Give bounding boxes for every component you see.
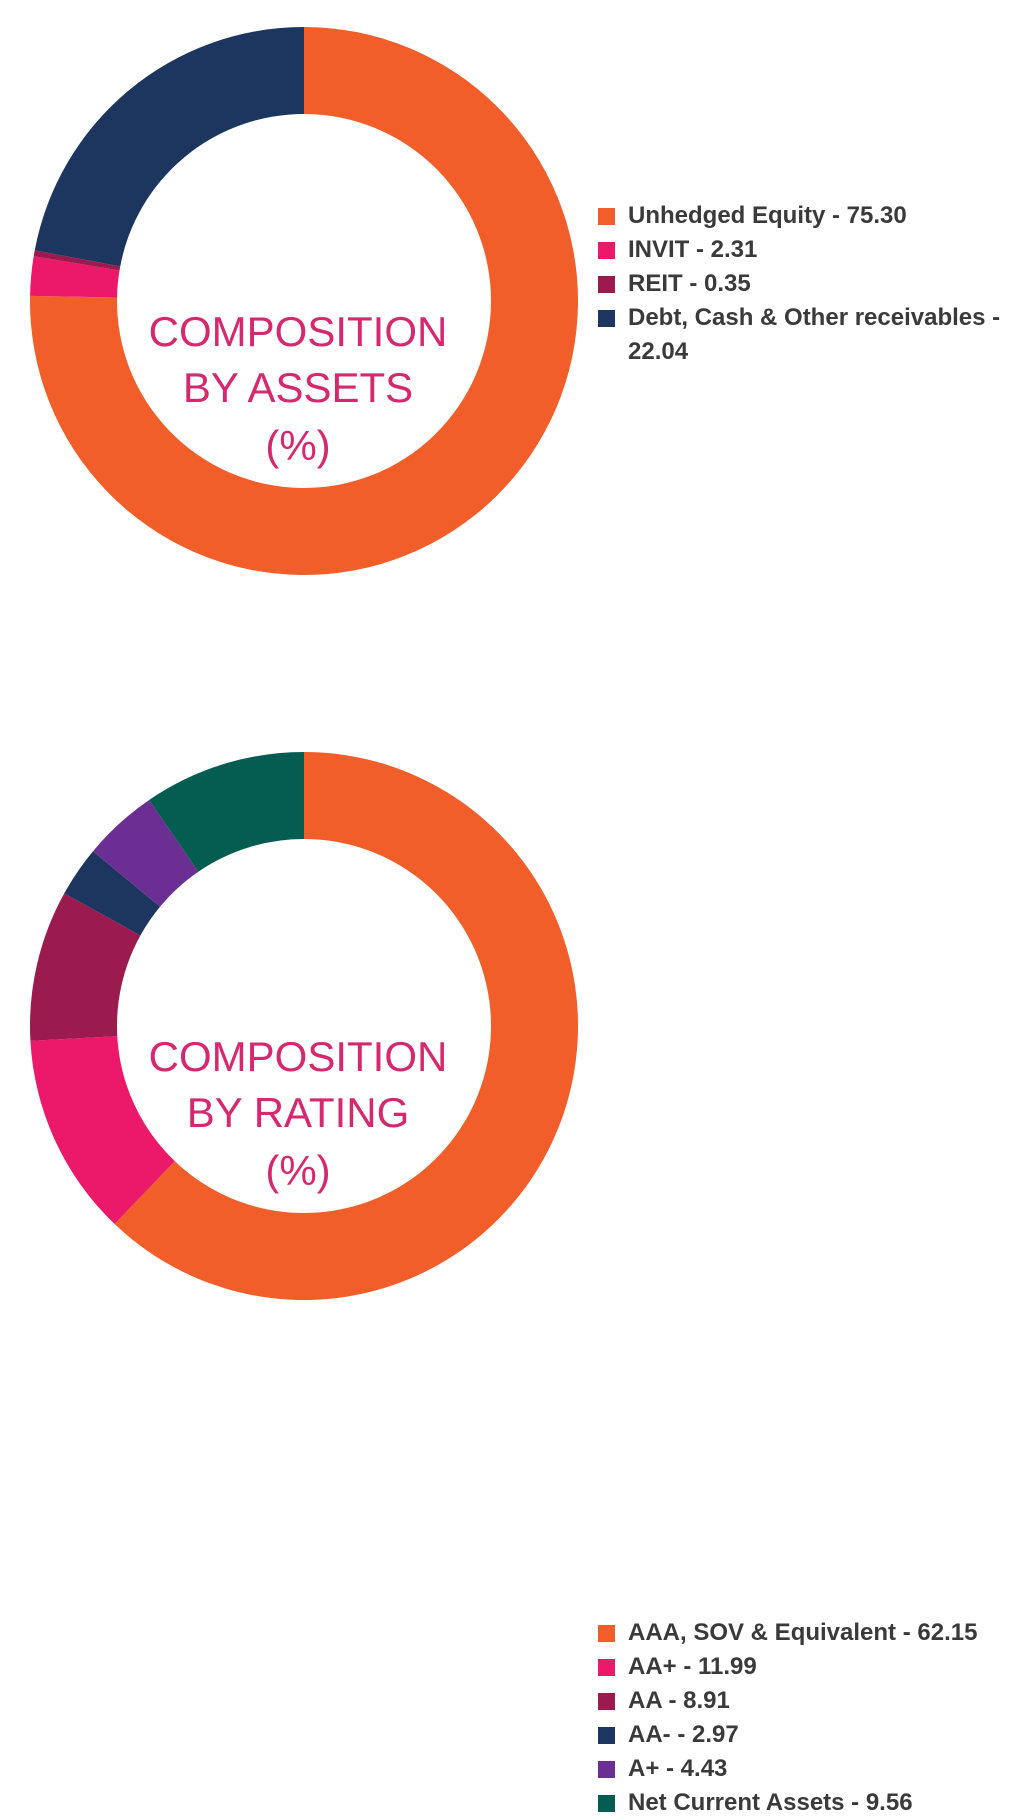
legend-swatch [598, 242, 615, 259]
legend-item-aa-minus: AA- - 2.97 [598, 1718, 978, 1752]
legend-item-invit: INVIT - 2.31 [598, 233, 1034, 267]
legend-swatch [598, 1625, 615, 1642]
legend-item-debt-cash: Debt, Cash & Other receivables - 22.04 [598, 301, 1034, 369]
legend-label: Unhedged Equity - 75.30 [628, 202, 907, 229]
assets-center-title-line-1: COMPOSITION [149, 308, 448, 355]
assets-donut: COMPOSITION BY ASSETS (%) [29, 27, 578, 575]
legend-item-aa: AA - 8.91 [598, 1684, 978, 1718]
legend-swatch [598, 1727, 615, 1744]
legend-swatch [598, 1659, 615, 1676]
rating-center-title-line-3: (%) [265, 1147, 330, 1194]
legend-item-reit: REIT - 0.35 [598, 267, 1034, 301]
rating-donut: COMPOSITION BY RATING (%) [29, 752, 579, 1300]
slice-aa [29, 893, 141, 1041]
legend-swatch [598, 1795, 615, 1812]
slice-unhedged-equity [29, 27, 578, 575]
legend-label: AAA, SOV & Equivalent - 62.15 [628, 1619, 978, 1646]
legend-item-aaa-sov: AAA, SOV & Equivalent - 62.15 [598, 1616, 978, 1650]
composition-by-assets-chart: COMPOSITION BY ASSETS (%) Unhedged Equit… [0, 0, 1036, 600]
slice-aa [64, 851, 160, 936]
legend-swatch [598, 276, 615, 293]
legend-label: Debt, Cash & Other receivables - 22.04 [628, 304, 1001, 365]
legend-label: A+ - 4.43 [628, 1755, 728, 1782]
rating-center-title-line-2: BY RATING [187, 1089, 410, 1136]
slice-a [93, 799, 199, 907]
assets-legend: Unhedged Equity - 75.30 INVIT - 2.31 REI… [598, 199, 1034, 369]
slice-net-current-assets [149, 752, 304, 872]
legend-label: AA+ - 11.99 [628, 1653, 757, 1680]
legend-swatch [598, 1693, 615, 1710]
legend-swatch [598, 1761, 615, 1778]
assets-center-title-line-3: (%) [265, 422, 330, 469]
slice-aa [30, 1036, 175, 1225]
assets-center-title-line-2: BY ASSETS [183, 364, 413, 411]
legend-item-aa-plus: AA+ - 11.99 [598, 1650, 978, 1684]
legend-item-net-current-assets: Net Current Assets - 9.56 [598, 1786, 978, 1820]
legend-label: REIT - 0.35 [628, 270, 751, 297]
legend-label: Net Current Assets - 9.56 [628, 1789, 913, 1816]
legend-swatch [598, 208, 615, 225]
legend-label: AA- - 2.97 [628, 1721, 739, 1748]
slice-debt-cash-other-receivables [34, 27, 305, 267]
slice-reit [33, 250, 121, 271]
rating-legend: AAA, SOV & Equivalent - 62.15 AA+ - 11.9… [598, 1616, 978, 1820]
legend-label: INVIT - 2.31 [628, 236, 758, 263]
legend-item-a-plus: A+ - 4.43 [598, 1752, 978, 1786]
rating-center-title-line-1: COMPOSITION [149, 1033, 448, 1080]
legend-label: AA - 8.91 [628, 1687, 730, 1714]
legend-item-unhedged-equity: Unhedged Equity - 75.30 [598, 199, 1034, 233]
legend-swatch [598, 310, 615, 327]
composition-by-rating-chart: COMPOSITION BY RATING (%) AAA, SOV & Equ… [0, 725, 1036, 1816]
slice-aaa-sov-equivalent [114, 752, 579, 1300]
slice-invit [30, 256, 120, 298]
